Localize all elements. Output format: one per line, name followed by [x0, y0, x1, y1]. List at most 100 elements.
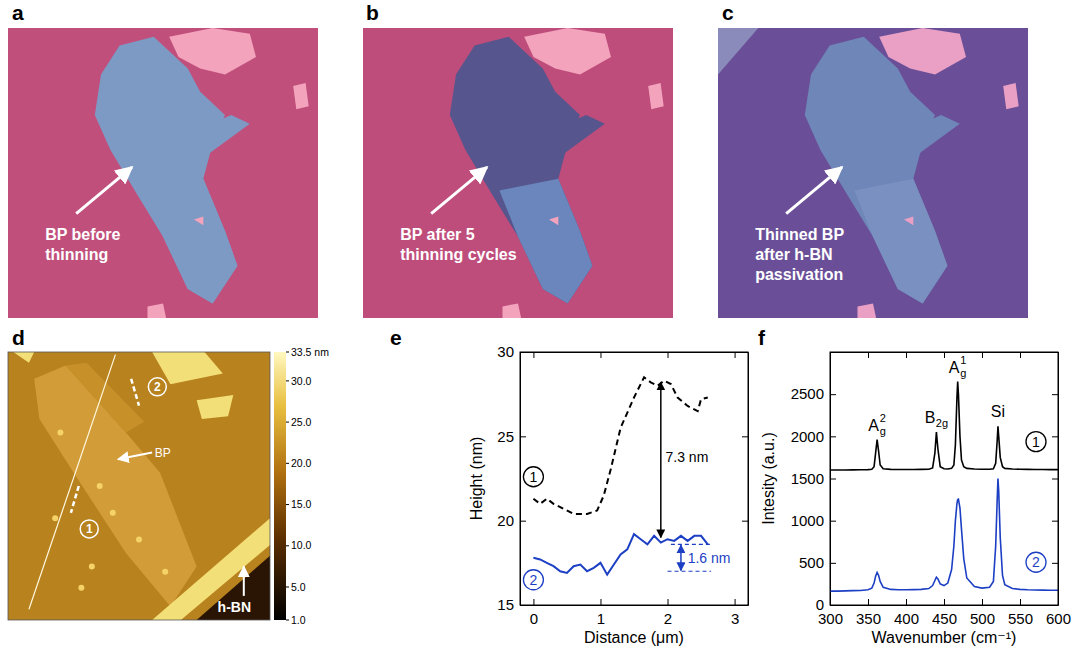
flake — [524, 28, 611, 74]
arrow — [431, 167, 487, 213]
annotation: thinning cycles — [400, 246, 517, 263]
tick-mark — [520, 436, 526, 437]
tick-mark — [1020, 352, 1021, 358]
particle — [89, 563, 95, 569]
tick-label: 600 — [1046, 610, 1071, 627]
substrate — [197, 556, 270, 620]
tick-mark — [742, 521, 748, 522]
series-line — [830, 382, 1058, 471]
tick: 500 — [970, 599, 995, 627]
tick: 350 — [856, 599, 881, 627]
peak-label-sub: g — [880, 425, 886, 437]
annotation: 2 — [154, 380, 161, 394]
tick-label: 2000 — [791, 428, 824, 445]
tick: 20 — [497, 512, 526, 529]
tick-mark — [668, 599, 669, 605]
tick-mark — [520, 521, 526, 522]
tick-label: 25 — [497, 428, 514, 445]
arrow — [680, 545, 682, 570]
tick-label: 1500 — [791, 470, 824, 487]
annotation: BP after 5 — [400, 226, 475, 243]
peak-label-text: B — [925, 409, 936, 426]
annotation: after h-BN — [755, 246, 832, 263]
flake — [718, 28, 758, 74]
tick-mark — [600, 352, 601, 358]
annotation: 1 — [86, 522, 93, 536]
flake — [549, 217, 558, 226]
tick — [1052, 563, 1058, 564]
tick — [533, 352, 534, 358]
tick-mark — [1020, 599, 1021, 605]
tick-mark — [286, 620, 289, 621]
tick-label: 20.0 — [291, 457, 312, 469]
tick — [944, 352, 945, 358]
tick-label: 30.0 — [291, 375, 312, 387]
hbn-flake — [197, 395, 234, 419]
tick: 400 — [894, 599, 919, 627]
tick-mark — [286, 422, 289, 423]
guide-line — [668, 571, 712, 572]
substrate — [363, 28, 673, 318]
tick-label: 1000 — [791, 512, 824, 529]
label-circle — [523, 570, 543, 590]
tick — [742, 436, 748, 437]
annotation: BP before — [45, 226, 120, 243]
frame — [8, 352, 270, 620]
tick-mark — [286, 352, 289, 353]
peak-label-sub: 2g — [936, 417, 948, 429]
line-chart: 012315202530Distance (μm)Height (nm)127.… — [468, 343, 749, 646]
tick-label: 10.0 — [291, 539, 312, 551]
tick-label: 400 — [894, 610, 919, 627]
annotation: Thinned BP — [755, 226, 844, 243]
bp-flake — [66, 363, 145, 433]
particle — [110, 510, 116, 516]
colorbar — [274, 352, 286, 620]
tick: 1 — [597, 599, 605, 627]
tick-mark — [830, 479, 836, 480]
flake — [503, 304, 522, 319]
flake — [148, 304, 167, 319]
series-line — [533, 534, 707, 574]
micrograph: Thinned BP after h-BN passivation — [718, 28, 1028, 318]
tick — [1052, 521, 1058, 522]
tick-label: 2 — [664, 610, 672, 627]
arrow — [786, 167, 842, 213]
tick-mark — [1052, 394, 1058, 395]
tick: 0 — [530, 599, 538, 627]
tick-label: 500 — [970, 610, 995, 627]
annotation: h-BN — [218, 599, 251, 615]
series-name: 1 — [1032, 434, 1040, 450]
tick-mark — [944, 352, 945, 358]
flake — [293, 83, 309, 109]
peak-label-sup: 1 — [960, 354, 966, 366]
tick-mark — [982, 599, 983, 605]
axis — [521, 352, 749, 358]
peak-label: B2g — [925, 409, 948, 429]
particle — [78, 585, 84, 591]
flake — [194, 217, 203, 226]
tick-mark — [1052, 436, 1058, 437]
tick-label: 30 — [497, 343, 514, 360]
tick: 1500 — [791, 470, 836, 487]
tick — [868, 352, 869, 358]
substrate — [8, 352, 270, 620]
bp-flake — [499, 179, 592, 304]
arrow — [243, 566, 245, 595]
particle — [162, 569, 168, 575]
micrograph: BP after 5 thinning cycles — [363, 28, 673, 318]
micrograph: BP beforethinning — [8, 28, 318, 318]
tick: 450 — [932, 599, 957, 627]
tick — [600, 352, 601, 358]
annotation: passivation — [755, 266, 843, 283]
tick: 550 — [1008, 599, 1033, 627]
tick-mark — [286, 545, 289, 546]
bp-flake — [179, 115, 250, 156]
peak-label: Si — [991, 403, 1005, 420]
tick-label: 15 — [497, 596, 514, 613]
bp-flake — [854, 179, 947, 304]
tick-label: 3 — [731, 610, 739, 627]
tick-label: 25.0 — [291, 416, 312, 428]
series-name: 1 — [530, 469, 538, 485]
tick: 2000 — [791, 428, 836, 445]
axis: 0 1 2 3 — [521, 599, 749, 627]
